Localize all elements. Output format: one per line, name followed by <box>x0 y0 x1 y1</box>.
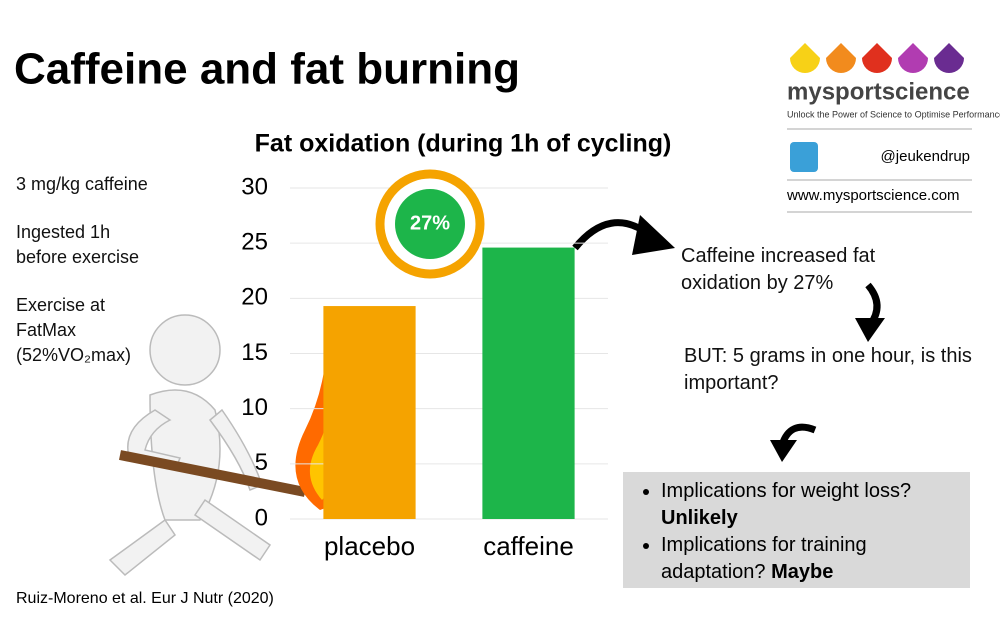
twitter-icon <box>790 142 818 172</box>
website: www.mysportscience.com <box>786 187 960 204</box>
badge-label: 27% <box>410 212 450 234</box>
reference: Ruiz-Moreno et al. Eur J Nutr (2020) <box>16 590 274 607</box>
bullet: Implications for weight loss? Unlikely <box>661 478 951 532</box>
y-tick-label: 5 <box>255 449 268 476</box>
match-stick <box>119 450 306 497</box>
conclusion-box: Implications for weight loss? Unlikely I… <box>623 472 970 588</box>
brand-name: mysportscience <box>787 78 970 105</box>
page-title: Caffeine and fat burning <box>14 45 520 94</box>
x-tick-label: placebo <box>324 531 415 561</box>
twitter-handle: @jeukendrup <box>881 148 970 165</box>
y-tick-label: 15 <box>241 339 268 366</box>
y-tick-label: 20 <box>241 284 268 311</box>
callout: BUT: 5 grams in one hour, is this import… <box>684 345 972 394</box>
y-tick-label: 10 <box>241 394 268 421</box>
bullet-text: Implications for weight loss? <box>661 480 912 502</box>
arrow-heads <box>632 215 885 462</box>
y-tick-label: 0 <box>255 504 268 531</box>
logo-drops <box>790 43 964 73</box>
bullet-list: Implications for weight loss? Unlikely I… <box>623 478 951 586</box>
x-tick-label: caffeine <box>483 531 574 561</box>
chart-title: Fat oxidation (during 1h of cycling) <box>255 130 672 158</box>
note: Ingested 1h before exercise <box>16 222 140 267</box>
bullet-emphasis: Unlikely <box>661 507 738 529</box>
y-tick-label: 30 <box>241 173 268 200</box>
brand-tagline: Unlock the Power of Science to Optimise … <box>787 109 1000 119</box>
note: 3 mg/kg caffeine <box>16 174 148 194</box>
figure <box>108 314 272 577</box>
bar <box>323 306 416 519</box>
callout: Caffeine increased fat oxidation by 27% <box>681 245 876 294</box>
bullet-text: Implications for training adaptation? <box>661 534 867 583</box>
badge <box>395 189 465 259</box>
y-tick-label: 25 <box>241 229 268 256</box>
bar <box>482 247 575 519</box>
note: Exercise at FatMax (52%VO₂max) <box>16 295 132 365</box>
bullet: Implications for training adaptation? Ma… <box>661 532 951 586</box>
bullet-emphasis: Maybe <box>771 561 834 583</box>
